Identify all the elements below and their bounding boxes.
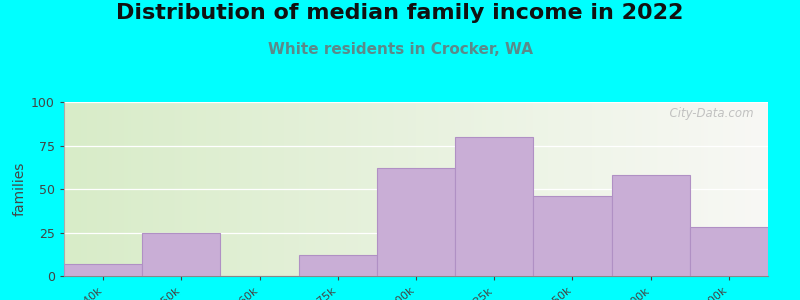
Bar: [534, 196, 611, 276]
Bar: [64, 264, 142, 276]
Bar: [298, 255, 377, 276]
Text: City-Data.com: City-Data.com: [662, 107, 754, 120]
Text: Distribution of median family income in 2022: Distribution of median family income in …: [116, 3, 684, 23]
Bar: [377, 168, 455, 276]
Y-axis label: families: families: [13, 162, 27, 216]
Text: White residents in Crocker, WA: White residents in Crocker, WA: [267, 42, 533, 57]
Bar: [690, 227, 768, 276]
Bar: [142, 232, 221, 276]
Bar: [455, 137, 534, 276]
Bar: [611, 175, 690, 276]
